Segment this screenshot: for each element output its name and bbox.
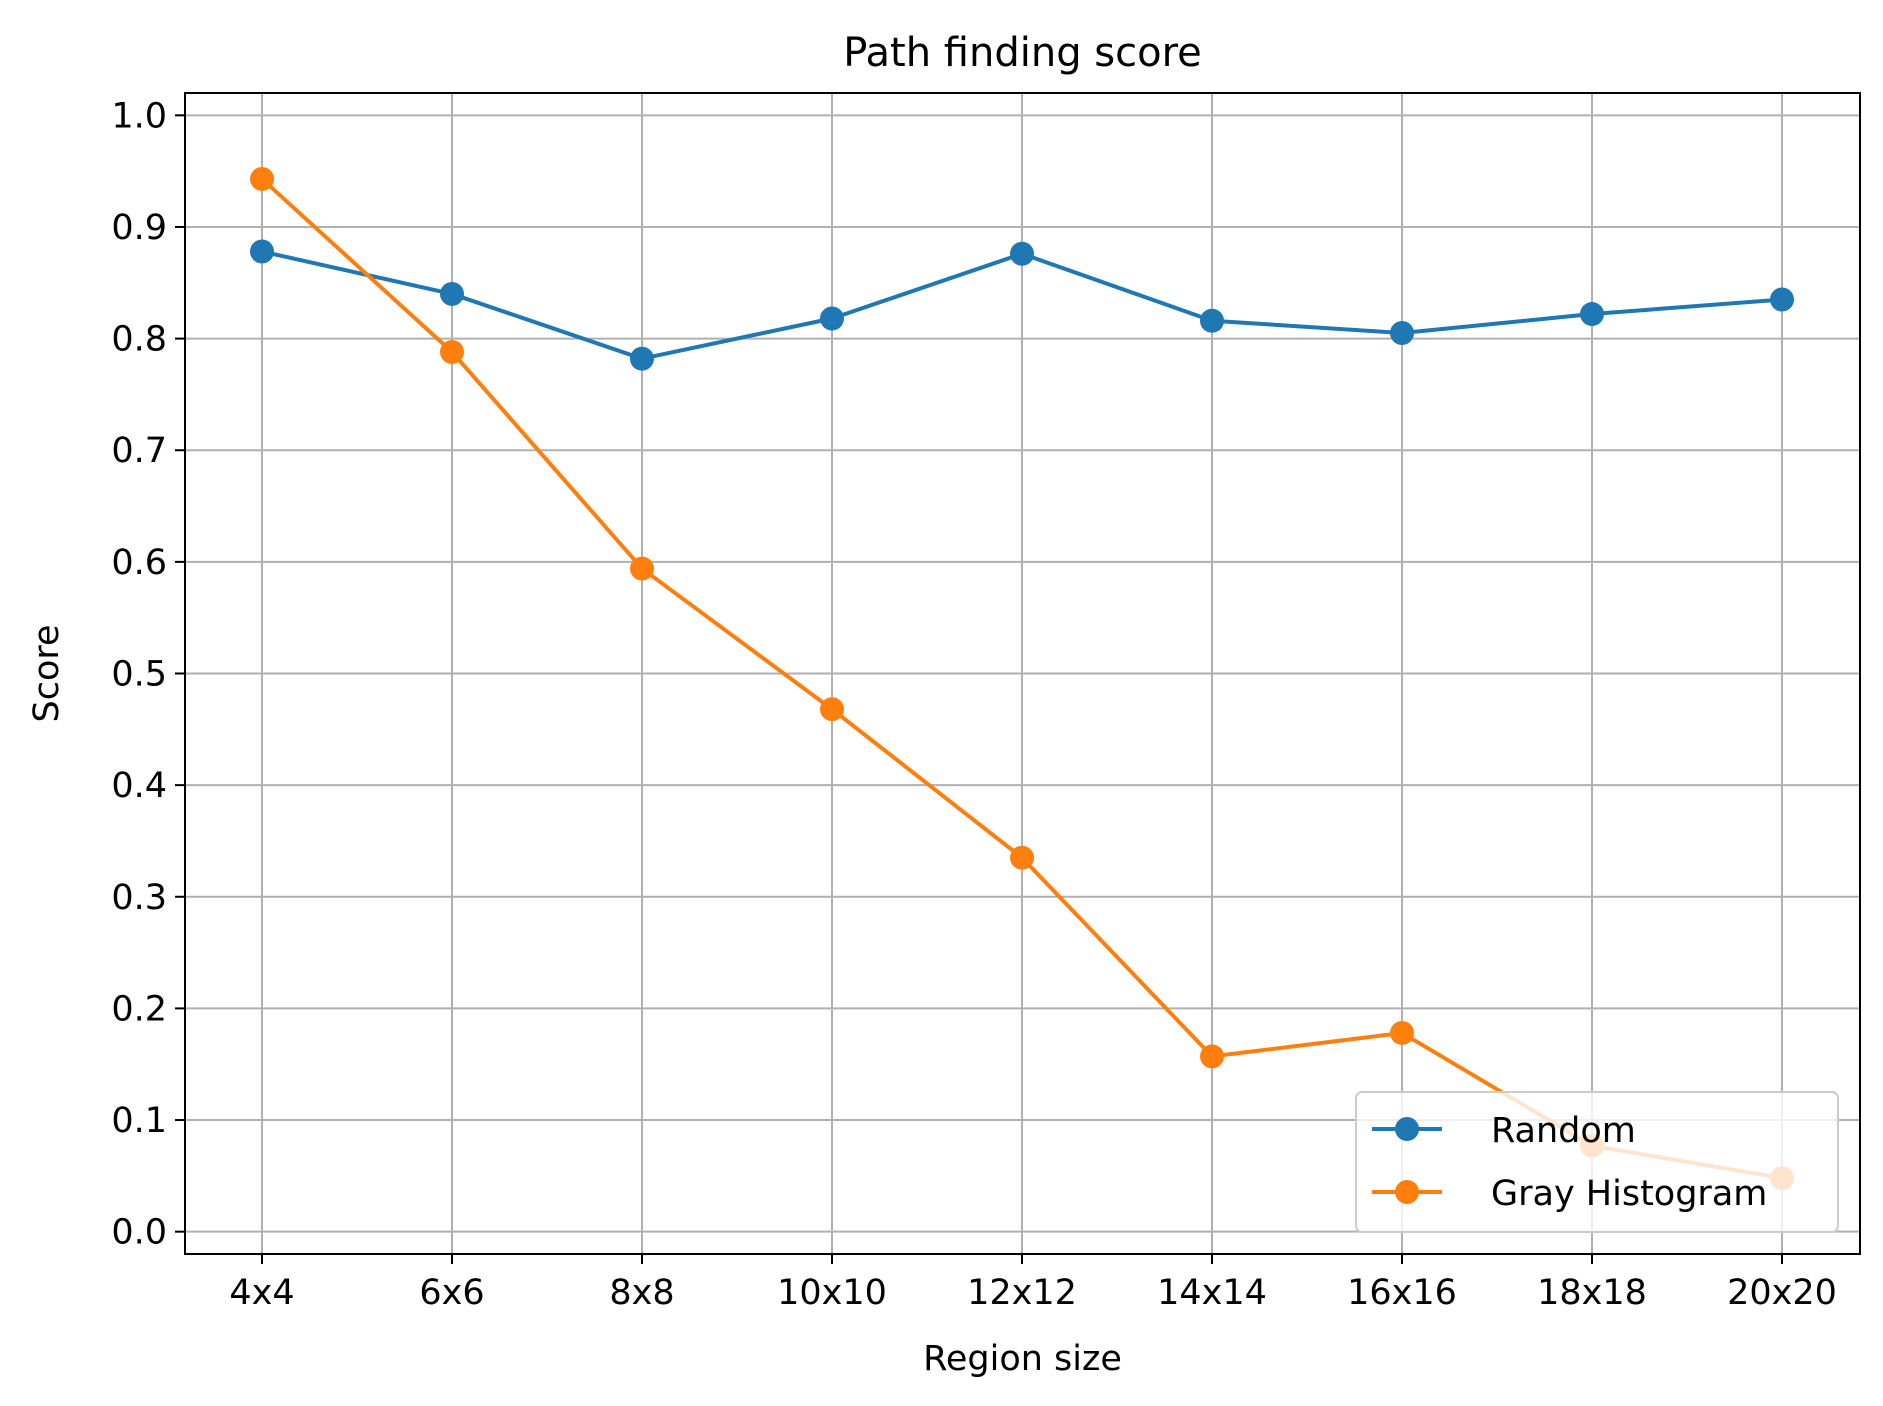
y-tick-label: 0.7 [111, 431, 167, 471]
legend: Random Gray Histogram [1355, 1091, 1839, 1233]
data-point [1200, 1044, 1224, 1069]
data-point [250, 166, 274, 191]
y-tick-label: 0.0 [111, 1213, 167, 1253]
data-point [1010, 845, 1034, 870]
x-tick-label: 20x20 [1727, 1273, 1837, 1313]
y-tick-label: 0.1 [111, 1101, 167, 1141]
y-tick-label: 0.2 [111, 989, 167, 1029]
legend-label: Random [1491, 1111, 1636, 1151]
data-point [1390, 1020, 1414, 1045]
data-point [820, 697, 844, 722]
legend-entry: Gray Histogram [1372, 1174, 1767, 1214]
x-tick-label: 6x6 [419, 1273, 484, 1313]
y-tick-label: 0.9 [111, 208, 167, 248]
data-point [440, 339, 464, 364]
y-axis-label: Score [27, 624, 67, 722]
data-point [1770, 287, 1794, 312]
y-tick-label: 1.0 [111, 96, 167, 136]
y-tick-label: 0.3 [111, 878, 167, 918]
data-point [1390, 321, 1414, 346]
chart-title: Path finding score [843, 30, 1202, 76]
x-tick-label: 18x18 [1537, 1273, 1647, 1313]
data-point [440, 281, 464, 306]
legend-label: Gray Histogram [1491, 1174, 1767, 1214]
y-tick-label: 0.4 [111, 766, 167, 806]
data-point [630, 556, 654, 581]
data-point [1010, 241, 1034, 266]
data-point [1200, 308, 1224, 333]
x-tick-label: 4x4 [229, 1273, 294, 1313]
x-axis-label: Region size [923, 1339, 1122, 1379]
data-point [1580, 302, 1604, 327]
data-point [250, 239, 274, 264]
y-tick-label: 0.5 [111, 655, 167, 695]
legend-marker [1395, 1180, 1419, 1204]
legend-entry: Random [1372, 1111, 1636, 1151]
legend-marker [1395, 1117, 1419, 1141]
x-tick-label: 12x12 [967, 1273, 1077, 1313]
series-random [250, 239, 1794, 371]
y-tick-label: 0.8 [111, 320, 167, 360]
x-tick-label: 10x10 [777, 1273, 887, 1313]
data-point [630, 346, 654, 371]
axis-ticks: 4x4 6x6 8x8 10x10 12x12 14x14 16x16 18x18 20x20 0… [111, 96, 1837, 1313]
data-point [820, 306, 844, 331]
legend-box [1355, 1091, 1839, 1233]
x-tick-label: 16x16 [1347, 1273, 1457, 1313]
x-tick-label: 14x14 [1157, 1273, 1267, 1313]
x-tick-label: 8x8 [609, 1273, 674, 1313]
y-tick-label: 0.6 [111, 543, 167, 583]
